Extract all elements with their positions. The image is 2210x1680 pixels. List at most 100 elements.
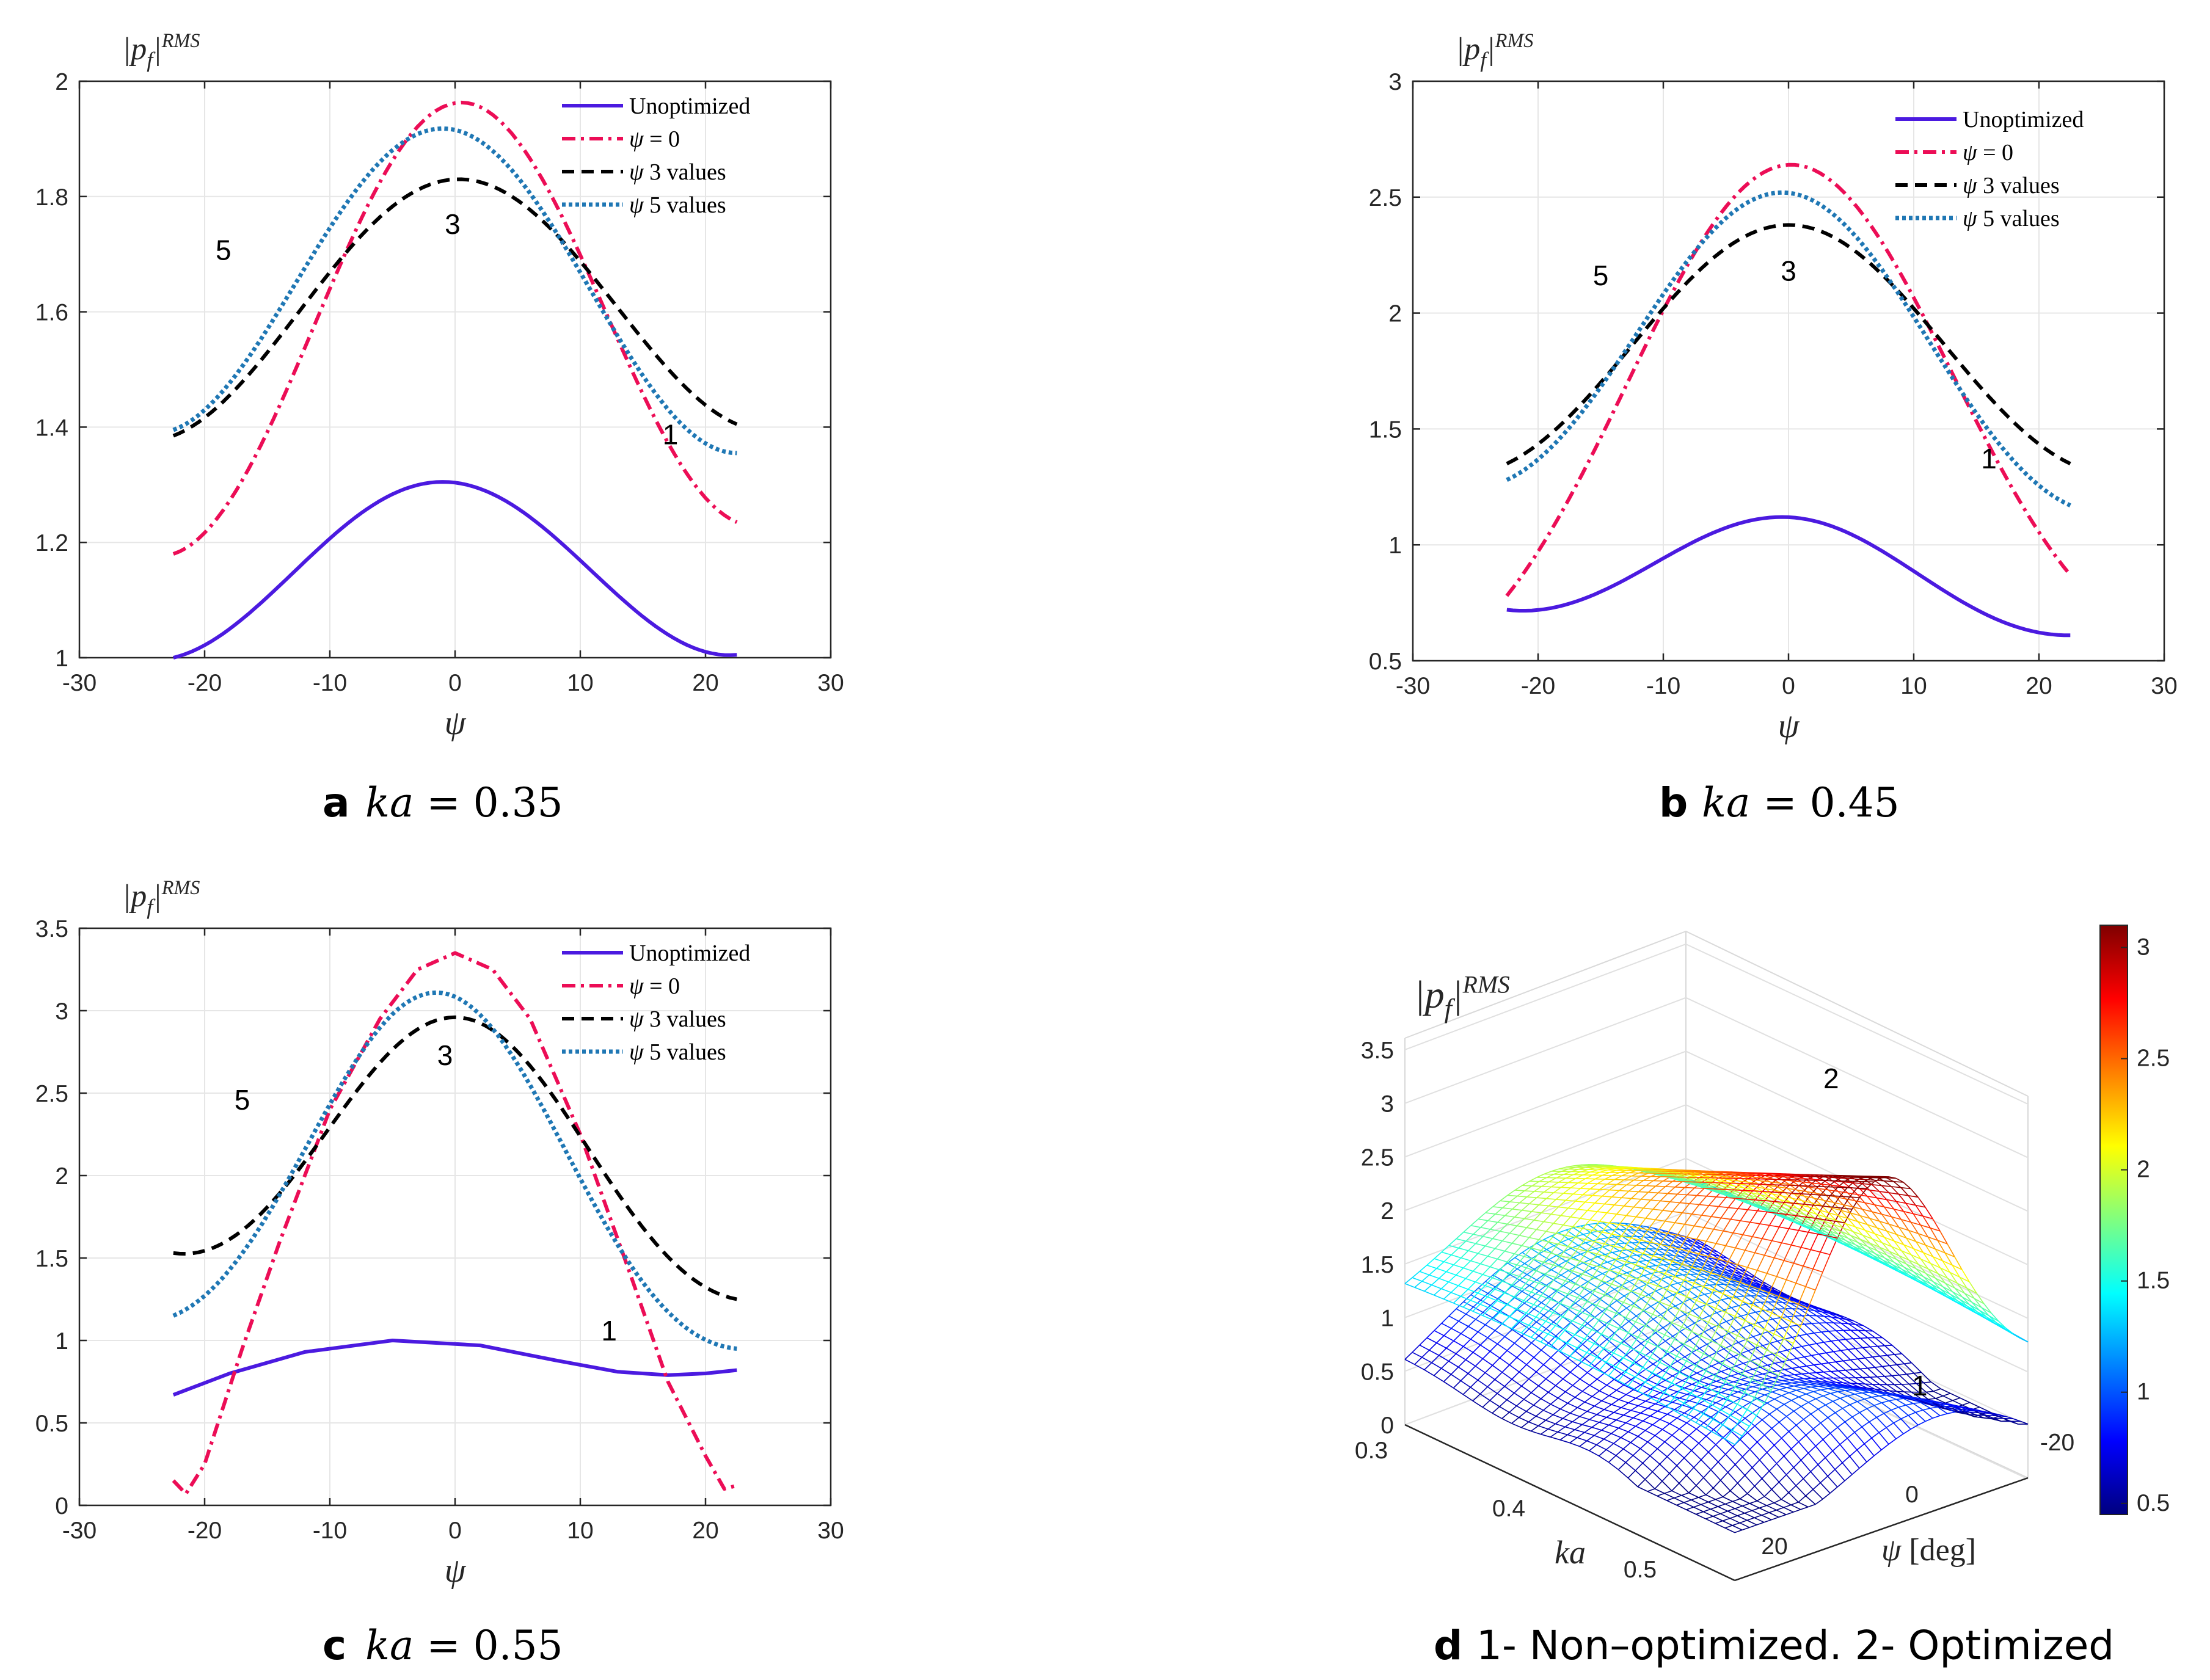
mesh-edge: [1630, 1337, 1639, 1348]
mesh-edge: [1947, 1243, 1955, 1257]
mesh-edge: [1874, 1402, 1882, 1406]
mesh-edge: [1630, 1279, 1639, 1292]
mesh-edge: [1462, 1394, 1473, 1402]
mesh-edge: [1894, 1394, 1904, 1399]
mesh-edge: [1718, 1453, 1726, 1463]
mesh-edge: [1666, 1339, 1675, 1352]
mesh-edge: [1536, 1371, 1547, 1380]
mesh-edge: [1626, 1272, 1637, 1279]
mesh-edge: [1969, 1402, 1980, 1408]
mesh-edge: [1771, 1516, 1779, 1521]
mesh-edge: [1776, 1408, 1787, 1417]
mesh-edge: [1699, 1380, 1709, 1385]
mesh-edge: [1616, 1384, 1624, 1391]
mesh-edge: [1649, 1265, 1657, 1267]
mesh-edge: [1684, 1213, 1693, 1225]
mesh-edge: [1615, 1449, 1624, 1456]
mesh-edge: [1443, 1335, 1454, 1342]
mesh-edge: [1658, 1238, 1666, 1240]
mesh-edge: [1913, 1403, 1924, 1411]
mesh-edge: [1805, 1489, 1814, 1497]
mesh-edge: [1835, 1387, 1845, 1391]
mesh-edge: [1822, 1493, 1831, 1500]
mesh-edge: [1544, 1274, 1554, 1281]
mesh-edge: [1833, 1385, 1843, 1389]
mesh-edge: [1696, 1422, 1704, 1430]
mesh-edge: [1826, 1311, 1837, 1315]
mesh-edge: [1843, 1241, 1854, 1247]
mesh-edge: [1933, 1281, 1941, 1290]
mesh-edge: [1879, 1246, 1887, 1256]
mesh-edge: [1627, 1376, 1636, 1386]
mesh-edge: [1665, 1211, 1673, 1222]
mesh-edge: [1774, 1329, 1785, 1340]
mesh-edge: [1751, 1279, 1762, 1285]
mesh-edge: [1741, 1527, 1750, 1531]
mesh-edge: [1811, 1202, 1822, 1206]
mesh-edge: [1724, 1184, 1734, 1187]
mesh-edge: [1757, 1380, 1768, 1384]
mesh-edge: [1915, 1241, 1924, 1253]
mesh-edge: [1864, 1202, 1875, 1205]
mesh-edge: [1751, 1202, 1761, 1206]
mesh-edge: [1891, 1406, 1899, 1411]
x-tick-label: 30: [817, 670, 844, 696]
mesh-edge: [1621, 1402, 1629, 1408]
mesh-edge: [1421, 1356, 1432, 1364]
mesh-edge: [1932, 1256, 1941, 1268]
mesh-edge: [1541, 1296, 1549, 1303]
mesh-edge: [1688, 1300, 1697, 1314]
mesh-edge: [1555, 1316, 1564, 1326]
x-tick-label: 0: [448, 1518, 462, 1544]
mesh-edge: [1952, 1265, 1960, 1278]
mesh-edge: [1741, 1198, 1752, 1203]
mesh-edge: [1966, 1287, 1977, 1294]
mesh-edge: [1581, 1424, 1592, 1428]
mesh-edge: [1717, 1251, 1728, 1259]
mesh-edge: [1831, 1340, 1842, 1351]
mesh-edge: [1942, 1294, 1953, 1301]
mesh-edge: [1568, 1178, 1576, 1184]
mesh-edge: [1640, 1408, 1649, 1414]
mesh-edge: [1799, 1365, 1807, 1368]
mesh-edge: [1750, 1380, 1758, 1383]
mesh-edge: [1683, 1457, 1694, 1468]
mesh-edge: [1643, 1242, 1651, 1254]
mesh-edge: [1739, 1522, 1750, 1528]
mesh-edge: [1751, 1179, 1761, 1182]
mesh-edge: [1658, 1171, 1669, 1174]
mesh-edge: [1463, 1260, 1472, 1268]
mesh-edge: [1964, 1306, 1975, 1312]
legend-entry-label: ψ 3 values: [629, 159, 726, 185]
series-line-1: [172, 951, 738, 1496]
mesh-edge: [1947, 1411, 1955, 1414]
mesh-edge: [1666, 1500, 1677, 1506]
mesh-edge: [1655, 1375, 1666, 1381]
mesh-edge: [1916, 1383, 1927, 1393]
mesh-edge: [1564, 1426, 1575, 1430]
mesh-edge: [1685, 1181, 1696, 1185]
mesh-edge: [1818, 1226, 1829, 1231]
mesh-edge: [1766, 1452, 1778, 1464]
mesh-edge: [1718, 1362, 1729, 1369]
mesh-edge: [1429, 1350, 1440, 1356]
mesh-edge: [1751, 1192, 1761, 1196]
mesh-edge: [1580, 1285, 1591, 1293]
mesh-edge: [1647, 1185, 1657, 1193]
mesh-edge: [1434, 1323, 1442, 1331]
mesh-edge: [1804, 1356, 1815, 1365]
mesh-edge: [1684, 1384, 1693, 1389]
mesh-edge: [1602, 1246, 1613, 1253]
mesh-edge: [1840, 1231, 1851, 1236]
mesh-edge: [1463, 1301, 1474, 1307]
mesh-edge: [1790, 1504, 1801, 1510]
mesh-edge: [1935, 1248, 1946, 1254]
mesh-edge: [1482, 1229, 1491, 1237]
mesh-edge: [1550, 1357, 1561, 1365]
mesh-edge: [1898, 1255, 1909, 1260]
mesh-edge: [1624, 1340, 1635, 1350]
mesh-edge: [1594, 1280, 1602, 1292]
mesh-edge: [1592, 1189, 1600, 1196]
mesh-edge: [1580, 1372, 1588, 1380]
mesh-edge: [1657, 1221, 1666, 1232]
